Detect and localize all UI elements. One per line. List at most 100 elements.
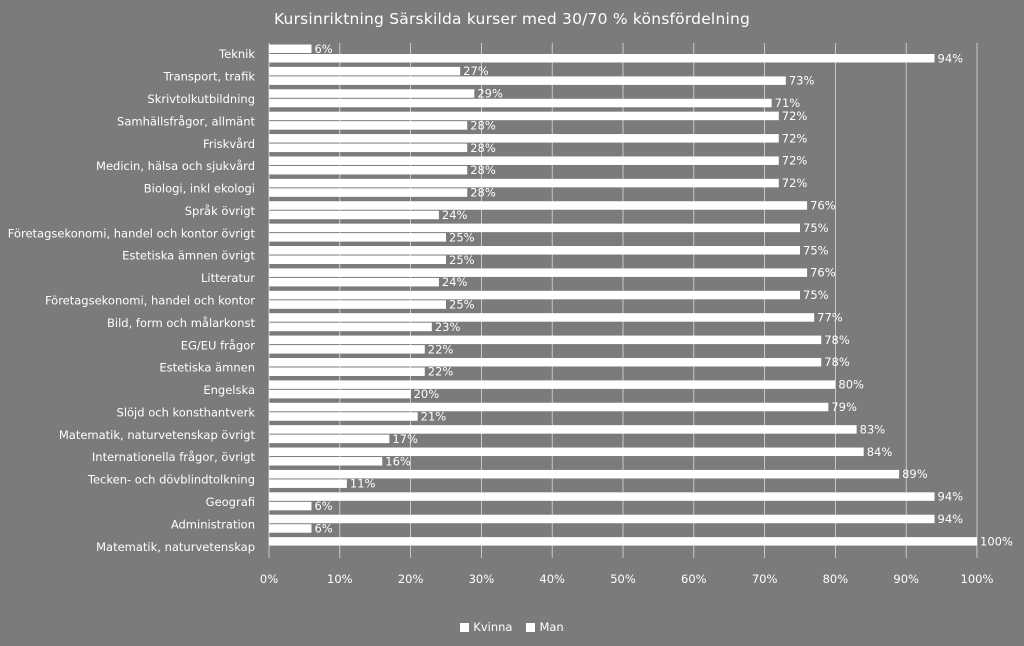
category-label: Språk övrigt [185,204,256,218]
bar-kvinna [269,380,836,389]
data-label-kvinna: 76% [810,198,836,212]
data-label-man: 20% [414,387,440,401]
bar-man [269,300,446,309]
category-label: Medicin, hälsa och sjukvård [96,159,255,173]
category-label: Estetiska ämnen [159,361,255,375]
x-tick-label: 40% [539,572,565,586]
category-label: Administration [171,517,255,531]
bar-kvinna [269,134,779,143]
category-label: Geografi [206,495,255,509]
data-label-kvinna: 75% [803,243,829,257]
x-tick-label: 90% [893,572,919,586]
category-label: Skrivtolkutbildning [147,92,255,106]
data-label-man: 73% [789,74,815,88]
bar-man [269,121,468,130]
bar-man [269,255,446,265]
data-label-man: 11% [350,477,376,491]
data-label-kvinna: 94% [938,490,964,504]
category-label: Teknik [218,47,255,61]
bar-man [269,188,468,197]
legend-item-man: Man [526,620,564,634]
category-label: Engelska [203,383,255,397]
data-label-man: 71% [775,96,801,110]
legend-item-kvinna: Kvinna [460,620,512,634]
bar-kvinna [269,357,822,367]
data-label-kvinna: 75% [803,221,829,235]
category-label: Samhällsfrågor, allmänt [117,114,255,128]
data-label-kvinna: 79% [831,400,857,414]
x-tick-label: 60% [681,572,707,586]
bar-man [269,457,383,466]
data-label-man: 28% [470,163,496,177]
bar-kvinna [269,111,779,121]
bar-man [269,143,468,153]
category-label: Bild, form och målarkonst [107,316,255,330]
data-label-kvinna: 27% [463,64,489,78]
category-label: Biologi, inkl ekologi [144,182,255,196]
bar-man [269,434,390,444]
data-label-kvinna: 29% [477,87,503,101]
bar-man [269,345,425,354]
data-label-man: 28% [470,118,496,132]
bar-kvinna [269,223,800,233]
data-label-kvinna: 94% [938,512,964,526]
category-label: Litteratur [201,271,255,285]
data-label-man: 24% [442,208,468,222]
legend-label-kvinna: Kvinna [473,620,513,634]
data-label-kvinna: 72% [782,131,808,145]
data-label-man: 6% [314,499,332,513]
data-label-man: 16% [385,454,411,468]
data-label-man: 28% [470,186,496,200]
data-label-kvinna: 72% [782,109,808,123]
data-label-man: 25% [449,230,475,244]
legend-label-man: Man [539,620,564,634]
bar-kvinna [269,44,312,53]
bar-kvinna [269,66,461,76]
bar-man [269,277,439,287]
data-label-man: 28% [470,141,496,155]
bar-man [269,367,425,376]
bar-man [269,389,411,399]
data-label-kvinna: 75% [803,288,829,302]
bar-kvinna [269,313,815,322]
data-label-kvinna: 100% [980,534,1013,548]
chart-title: Kursinriktning Särskilda kurser med 30/7… [273,10,751,28]
bar-kvinna [269,201,808,210]
bar-kvinna [269,89,475,98]
data-label-kvinna: 78% [824,333,850,347]
bar-kvinna [269,469,900,479]
bar-man [269,210,439,220]
category-label: Matematik, naturvetenskap [96,540,255,554]
bar-man [269,98,772,108]
data-label-kvinna: 72% [782,154,808,168]
bar-kvinna [269,447,864,457]
x-tick-label: 80% [823,572,849,586]
data-label-kvinna: 83% [860,422,886,436]
bar-man [269,233,446,242]
data-label-kvinna: 77% [817,310,843,324]
bar-man [269,501,312,511]
category-label: Friskvård [203,137,255,151]
x-tick-label: 50% [610,572,636,586]
data-label-man: 6% [314,521,332,535]
data-label-man: 17% [392,432,418,446]
data-label-man: 23% [435,320,461,334]
category-label: Slöjd och konsthantverk [117,405,256,419]
bar-kvinna [269,514,935,524]
x-tick-label: 70% [752,572,778,586]
data-label-man: 22% [428,342,454,356]
category-label: Matematik, naturvetenskap övrigt [59,428,256,442]
legend: Kvinna Man [0,620,1024,634]
data-label-kvinna: 84% [867,445,893,459]
legend-swatch-kvinna [460,622,470,632]
data-label-kvinna: 72% [782,176,808,190]
data-label-man: 25% [449,298,475,312]
x-tick-label: 10% [327,572,353,586]
category-label: Företagsekonomi, handel och kontor övrig… [8,226,256,240]
bar-kvinna [269,335,822,345]
bar-man [269,76,786,85]
bar-man [269,54,935,63]
x-tick-label: 100% [961,572,994,586]
